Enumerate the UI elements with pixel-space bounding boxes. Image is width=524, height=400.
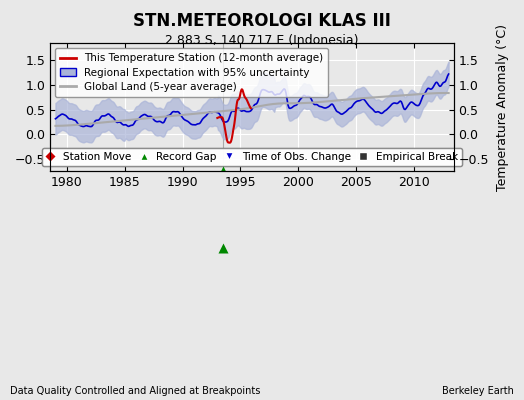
Text: 2.883 S, 140.717 E (Indonesia): 2.883 S, 140.717 E (Indonesia) [165,34,359,47]
Text: Berkeley Earth: Berkeley Earth [442,386,514,396]
Legend: Station Move, Record Gap, Time of Obs. Change, Empirical Break: Station Move, Record Gap, Time of Obs. C… [42,148,462,166]
Y-axis label: Temperature Anomaly (°C): Temperature Anomaly (°C) [496,24,509,191]
Text: STN.METEOROLOGI KLAS III: STN.METEOROLOGI KLAS III [133,12,391,30]
Text: Data Quality Controlled and Aligned at Breakpoints: Data Quality Controlled and Aligned at B… [10,386,261,396]
